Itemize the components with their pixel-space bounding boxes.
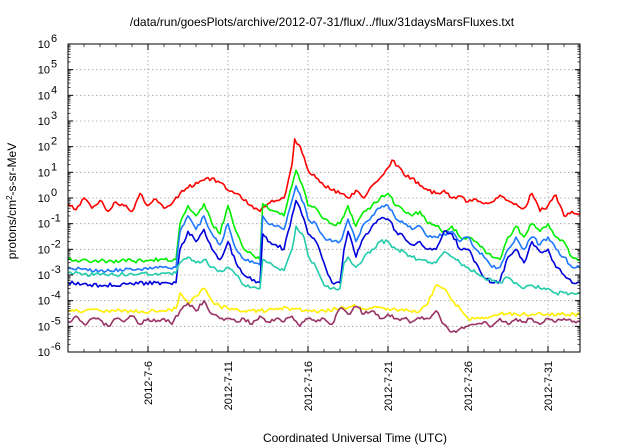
y-tick-label: 10 [38,167,50,179]
axis-ticks: 10 -610 -510 -410 -310 -210 -110 010 110 210 310 41… [38,33,581,411]
y-tick-label: 10 [38,219,50,231]
y-tick-label: 10 [38,270,50,282]
y-tick-label-exponent: -4 [51,290,61,302]
y-tick-label-exponent: -1 [51,213,61,225]
x-tick-label: 2012-7-16 [303,361,315,411]
y-tick-label: 10 [38,321,50,333]
y-tick-label-exponent: -5 [51,315,61,327]
y-tick-label-exponent: 5 [51,59,57,71]
series-line-6 [67,284,581,322]
series-line-2 [67,169,581,264]
y-axis-label-base: protons/cm [5,200,19,259]
y-tick-label-exponent: 1 [51,161,57,173]
x-tick-label: 2012-7-11 [223,361,235,410]
y-tick-label: 10 [38,244,50,256]
y-tick-label: 10 [38,193,50,205]
y-axis-label: protons/cm2-s-sr-MeV [5,143,20,259]
x-tick-label: 2012-7-31 [543,361,555,411]
series-line-3 [67,185,581,273]
x-axis-label: Coordinated Universal Time (UTC) [263,431,447,445]
y-tick-label: 10 [38,347,50,359]
y-tick-label-exponent: 0 [51,187,57,199]
y-tick-label-exponent: 4 [51,84,57,96]
y-tick-label-exponent: 3 [51,110,57,122]
series-line-5 [67,225,581,296]
x-tick-label: 2012-7-6 [143,361,155,405]
y-tick-label-exponent: 6 [51,33,57,45]
x-tick-label: 2012-7-21 [383,361,395,411]
y-tick-label-exponent: -6 [51,341,61,353]
y-tick-label: 10 [38,296,50,308]
series-lines [67,138,581,333]
y-tick-label-exponent: -2 [51,238,61,250]
y-tick-label: 10 [38,39,50,51]
y-tick-label-exponent: 2 [51,136,57,148]
series-line-1 [67,138,581,217]
y-axis-label-rest: -s-sr-MeV [5,143,19,196]
chart-title: /data/run/goesPlots/archive/2012-07-31/f… [130,15,515,29]
y-axis-label-sup: 2 [5,195,14,200]
y-tick-label-exponent: -3 [51,264,61,276]
y-tick-label: 10 [38,116,50,128]
y-tick-label: 10 [38,90,50,102]
x-tick-label: 2012-7-26 [463,361,475,411]
y-tick-label: 10 [38,65,50,77]
y-tick-label: 10 [38,142,50,154]
series-line-7 [67,299,581,333]
